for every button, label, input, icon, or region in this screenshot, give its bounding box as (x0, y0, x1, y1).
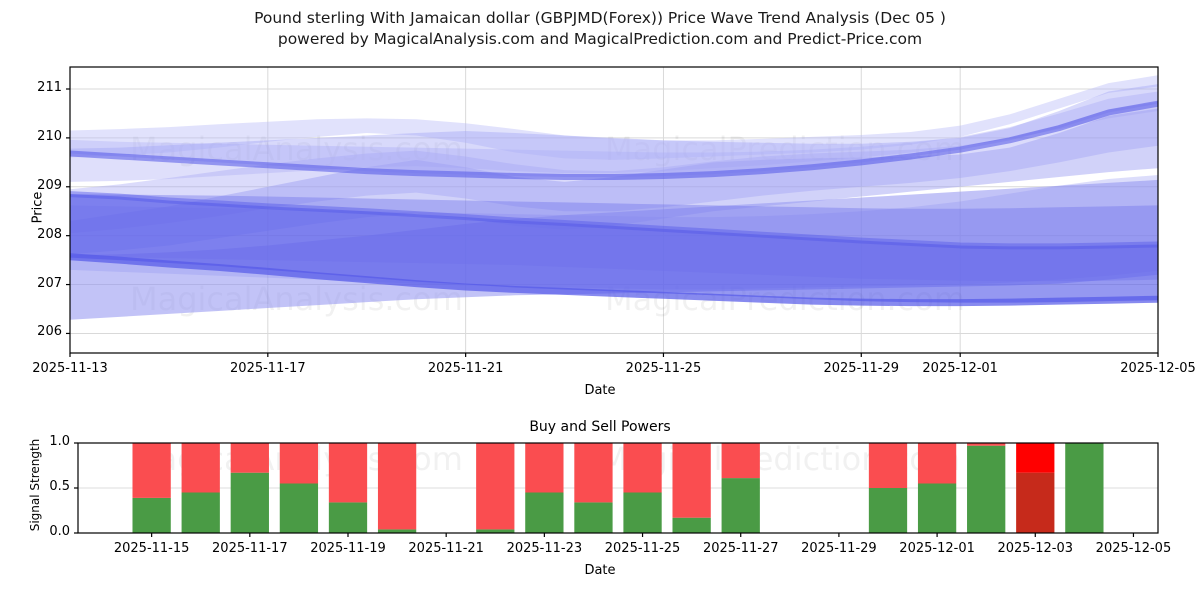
bar-sell[interactable] (868, 443, 908, 488)
bar-buy[interactable] (721, 478, 760, 533)
wave-band-4 (70, 194, 1158, 303)
price-x-tick: 2025-11-21 (427, 361, 504, 376)
wave-bands (70, 75, 1158, 320)
wave-centerlines (70, 100, 1158, 307)
bar-buy[interactable] (525, 492, 564, 534)
bar-buy[interactable] (967, 445, 1006, 533)
price-y-tick: 209 (37, 177, 62, 193)
page-title: Pound sterling With Jamaican dollar (GBP… (0, 8, 1200, 50)
price-y-tick: 208 (37, 226, 62, 242)
signal-bars (132, 443, 1104, 534)
price-plot-frame (69, 66, 1159, 354)
bar-buy[interactable] (279, 483, 319, 534)
buy-sell-title: Buy and Sell Powers (529, 419, 671, 435)
svg-text:MagicalAnalysis.com: MagicalAnalysis.com (130, 130, 463, 168)
price-x-tick: 2025-11-17 (230, 361, 306, 376)
signal-x-tick: 2025-11-15 (113, 541, 190, 556)
signal-x-tick: 2025-12-05 (1095, 541, 1172, 556)
signal-yaxis-label: Signal Strength (28, 438, 42, 532)
bar-buy[interactable] (230, 472, 269, 533)
signal-x-tick: 2025-11-23 (506, 541, 583, 556)
price-yaxis-label: Price (30, 191, 46, 224)
bar-buy[interactable] (476, 529, 515, 533)
bar-sell[interactable] (525, 443, 564, 493)
bar-sell[interactable] (967, 443, 1006, 446)
signal-x-tick: 2025-11-27 (702, 541, 779, 556)
wave-feather-1 (70, 75, 1158, 160)
signal-y-tick: 0.0 (49, 524, 70, 539)
signal-x-tick: 2025-12-01 (899, 541, 975, 556)
price-x-tick: 2025-12-01 (922, 361, 998, 376)
bar-sell[interactable] (181, 443, 220, 493)
price-xaxis-label: Date (584, 383, 616, 398)
bar-sell[interactable] (230, 443, 269, 473)
signal-x-tick: 2025-11-19 (310, 541, 386, 556)
price-x-tick: 2025-11-13 (32, 361, 108, 376)
signal-x-tick: 2025-11-21 (408, 541, 484, 556)
title-line-2: powered by MagicalAnalysis.com and Magic… (277, 30, 923, 48)
signal-y-tick: 0.5 (49, 479, 70, 494)
signal-y-tick: 1.0 (49, 434, 70, 449)
bar-sell[interactable] (377, 443, 417, 530)
wave-feather-3 (70, 101, 1158, 234)
svg-text:MagicalPrediction.com: MagicalPrediction.com (605, 130, 965, 168)
price-y-tick: 207 (37, 275, 62, 291)
bar-buy[interactable] (1065, 443, 1104, 533)
price-gridlines (69, 67, 1159, 353)
signal-x-tick: 2025-12-03 (997, 541, 1074, 556)
wave-feather-2 (70, 91, 1158, 182)
bar-buy[interactable] (868, 488, 908, 533)
price-x-tick: 2025-12-05 (1120, 361, 1196, 376)
wave-mid-guide (70, 191, 1158, 250)
signal-x-tick: 2025-11-29 (801, 541, 877, 556)
bar-buy[interactable] (623, 492, 662, 534)
bar-sell[interactable] (623, 443, 662, 493)
watermark-group-lower: MagicalAnalysis.com MagicalPrediction.com (130, 440, 960, 478)
svg-text:MagicalAnalysis.com: MagicalAnalysis.com (130, 440, 463, 478)
bar-sell[interactable] (574, 443, 613, 503)
svg-text:MagicalPrediction.com: MagicalPrediction.com (605, 280, 965, 318)
bar-buy[interactable] (917, 483, 957, 534)
price-x-tick: 2025-11-25 (625, 361, 702, 376)
signal-x-tick: 2025-11-25 (604, 541, 681, 556)
svg-text:MagicalPrediction.com: MagicalPrediction.com (600, 440, 960, 478)
bar-sell[interactable] (132, 443, 171, 498)
price-x-tick: 2025-11-29 (823, 361, 900, 376)
signal-xaxis-label: Date (584, 563, 616, 578)
wave-feather-4 (70, 175, 1158, 290)
bar-sell[interactable] (672, 443, 711, 518)
wave-band-2 (70, 108, 1158, 255)
buy-sell-plot-frame (77, 442, 1159, 534)
bar-sell[interactable] (1016, 443, 1055, 473)
wave-band-1 (70, 179, 1158, 320)
price-y-tick: 206 (37, 324, 62, 340)
bar-buy[interactable] (328, 502, 368, 533)
bar-sell[interactable] (721, 443, 760, 479)
bar-buy[interactable] (132, 497, 171, 533)
bar-buy[interactable] (1016, 472, 1055, 533)
bar-sell[interactable] (476, 443, 515, 530)
bar-buy[interactable] (181, 492, 220, 534)
bar-buy[interactable] (377, 529, 417, 533)
bar-buy[interactable] (672, 517, 711, 533)
wave-band-3 (70, 84, 1158, 177)
price-y-tick: 210 (37, 128, 62, 144)
wave-band-5 (70, 194, 1158, 282)
wave-upper-guide (70, 100, 1158, 180)
bar-sell[interactable] (279, 443, 319, 484)
signal-x-tick: 2025-11-17 (212, 541, 288, 556)
svg-text:MagicalAnalysis.com: MagicalAnalysis.com (130, 280, 463, 318)
bar-buy[interactable] (574, 502, 613, 533)
title-line-1: Pound sterling With Jamaican dollar (GBP… (254, 9, 946, 27)
bar-sell[interactable] (917, 443, 957, 484)
price-y-tick: 211 (37, 80, 62, 95)
bar-sell[interactable] (328, 443, 368, 503)
wave-centerline (70, 253, 1158, 307)
watermark-group: MagicalAnalysis.com MagicalPrediction.com… (130, 130, 965, 318)
